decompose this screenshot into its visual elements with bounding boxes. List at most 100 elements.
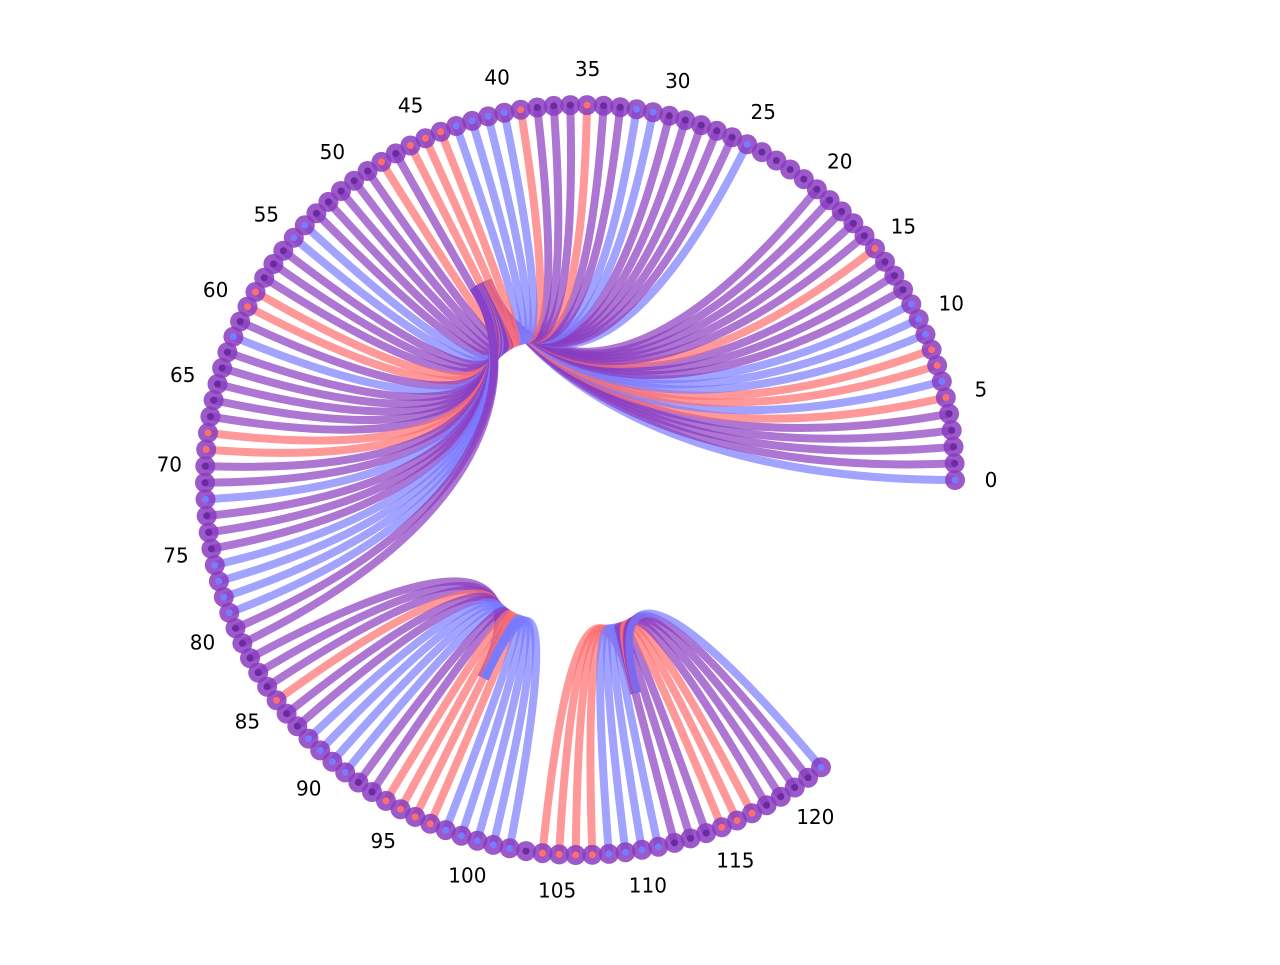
node-core bbox=[468, 117, 476, 125]
node-core bbox=[950, 443, 957, 451]
node-core bbox=[550, 102, 558, 110]
node-core bbox=[246, 654, 254, 662]
node-core bbox=[951, 476, 959, 484]
node-core bbox=[654, 843, 662, 851]
tick-label: 35 bbox=[575, 57, 600, 81]
node-core bbox=[442, 826, 450, 834]
node-core bbox=[871, 245, 879, 252]
node-core bbox=[713, 127, 721, 135]
tick-label: 50 bbox=[320, 140, 345, 164]
node-core bbox=[743, 140, 751, 148]
tick-label: 15 bbox=[891, 214, 916, 238]
node-core bbox=[881, 258, 889, 266]
node-core bbox=[341, 768, 349, 776]
node-core bbox=[763, 801, 771, 809]
node-core bbox=[205, 528, 213, 536]
node-core bbox=[293, 722, 301, 730]
node-core bbox=[218, 364, 226, 372]
node-core bbox=[622, 848, 629, 856]
node-core bbox=[437, 128, 445, 136]
node-core bbox=[733, 817, 741, 824]
node-core bbox=[223, 348, 231, 356]
node-core bbox=[290, 234, 298, 242]
tick-label: 40 bbox=[484, 66, 509, 90]
node-core bbox=[364, 167, 372, 175]
node-core bbox=[633, 105, 641, 113]
node-core bbox=[254, 669, 262, 677]
node-core bbox=[817, 763, 825, 771]
tick-label: 80 bbox=[190, 630, 215, 654]
node-core bbox=[252, 288, 259, 296]
node-core bbox=[214, 380, 221, 388]
chord-link bbox=[481, 616, 541, 850]
node-core bbox=[457, 832, 465, 840]
node-core bbox=[649, 108, 657, 116]
node-core bbox=[269, 260, 277, 268]
node-core bbox=[517, 106, 525, 114]
node-core bbox=[316, 746, 324, 754]
node-core bbox=[202, 446, 210, 453]
node-core bbox=[500, 109, 508, 117]
chord-link bbox=[625, 609, 825, 770]
node-core bbox=[397, 805, 404, 813]
node-core bbox=[804, 774, 812, 782]
node-core bbox=[791, 784, 799, 791]
node-core bbox=[204, 429, 212, 437]
node-core bbox=[473, 837, 481, 845]
node-core bbox=[813, 185, 821, 193]
tick-label: 65 bbox=[170, 363, 195, 387]
node-core bbox=[301, 221, 309, 229]
node-core bbox=[922, 330, 929, 338]
node-core bbox=[928, 346, 936, 354]
node-core bbox=[849, 219, 857, 227]
node-core bbox=[942, 394, 950, 401]
node-core bbox=[772, 157, 780, 164]
tick-label: 105 bbox=[538, 878, 576, 902]
tick-label: 55 bbox=[254, 203, 279, 227]
node-core bbox=[350, 177, 358, 185]
node-core bbox=[236, 318, 244, 325]
tick-label: 20 bbox=[827, 149, 852, 173]
node-core bbox=[861, 232, 868, 240]
node-core bbox=[583, 101, 591, 109]
node-core bbox=[229, 333, 237, 341]
node-core bbox=[826, 196, 834, 204]
node-core bbox=[203, 512, 211, 520]
tick-label: 0 bbox=[985, 468, 998, 492]
tick-label-layer: 0 5 10 15 20 25 30 35 40 45 50 55 60 65 70 75 80 85 90 95 10… bbox=[157, 57, 998, 902]
tick-label: 85 bbox=[235, 710, 260, 734]
node-core bbox=[368, 788, 376, 796]
node-core bbox=[378, 158, 385, 166]
tick-label: 60 bbox=[203, 278, 228, 302]
node-core bbox=[687, 834, 694, 842]
node-core bbox=[211, 561, 219, 569]
node-core bbox=[539, 849, 546, 857]
node-core bbox=[354, 779, 362, 786]
node-core bbox=[421, 134, 429, 142]
node-core bbox=[201, 462, 209, 470]
tick-label: 30 bbox=[665, 69, 690, 93]
node-core bbox=[899, 286, 907, 294]
node-core bbox=[207, 545, 215, 553]
node-core bbox=[232, 624, 239, 632]
node-core bbox=[948, 426, 956, 434]
node-core bbox=[426, 820, 434, 828]
node-core bbox=[260, 274, 268, 282]
tick-label: 115 bbox=[716, 849, 754, 873]
node-core bbox=[665, 112, 673, 120]
node-core bbox=[337, 187, 345, 195]
node-core bbox=[697, 121, 705, 129]
tick-label: 5 bbox=[975, 378, 988, 402]
node-core bbox=[838, 207, 846, 215]
node-core bbox=[533, 104, 541, 111]
node-core bbox=[786, 166, 794, 173]
tick-label: 120 bbox=[796, 805, 834, 829]
node-core bbox=[671, 839, 678, 847]
node-core bbox=[206, 413, 214, 420]
node-core bbox=[406, 142, 414, 149]
node-core bbox=[210, 396, 218, 404]
link-group-2 bbox=[538, 609, 825, 856]
node-core bbox=[215, 577, 223, 585]
